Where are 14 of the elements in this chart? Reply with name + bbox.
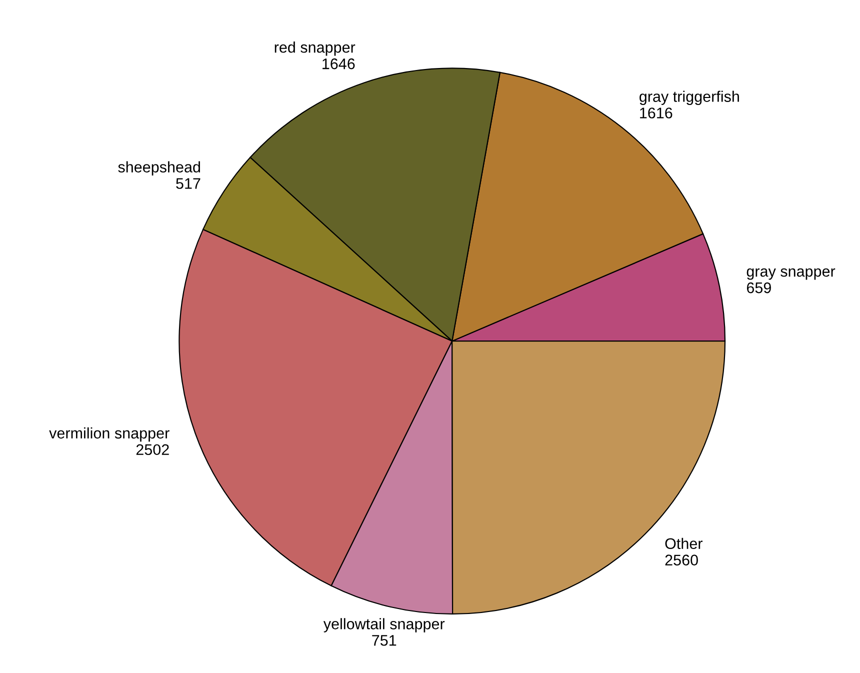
data-label: 517 [176, 178, 200, 189]
data-label: 2560 [665, 554, 698, 566]
slice-label: Other [665, 538, 703, 550]
data-label: 659 [746, 282, 771, 294]
slice-label: red snapper [274, 42, 356, 56]
slice-label: yellowtail snapper [323, 618, 445, 632]
slice-label: vermilion snapper [49, 427, 170, 442]
slice-label: sheepshead [118, 161, 200, 176]
data-label: 1646 [322, 58, 355, 70]
data-label: 751 [372, 635, 396, 646]
slice-label: gray snapper [746, 268, 836, 280]
data-label: 2502 [136, 444, 169, 456]
slice-label: gray triggerfish [640, 90, 739, 105]
data-label: 1616 [640, 108, 672, 118]
